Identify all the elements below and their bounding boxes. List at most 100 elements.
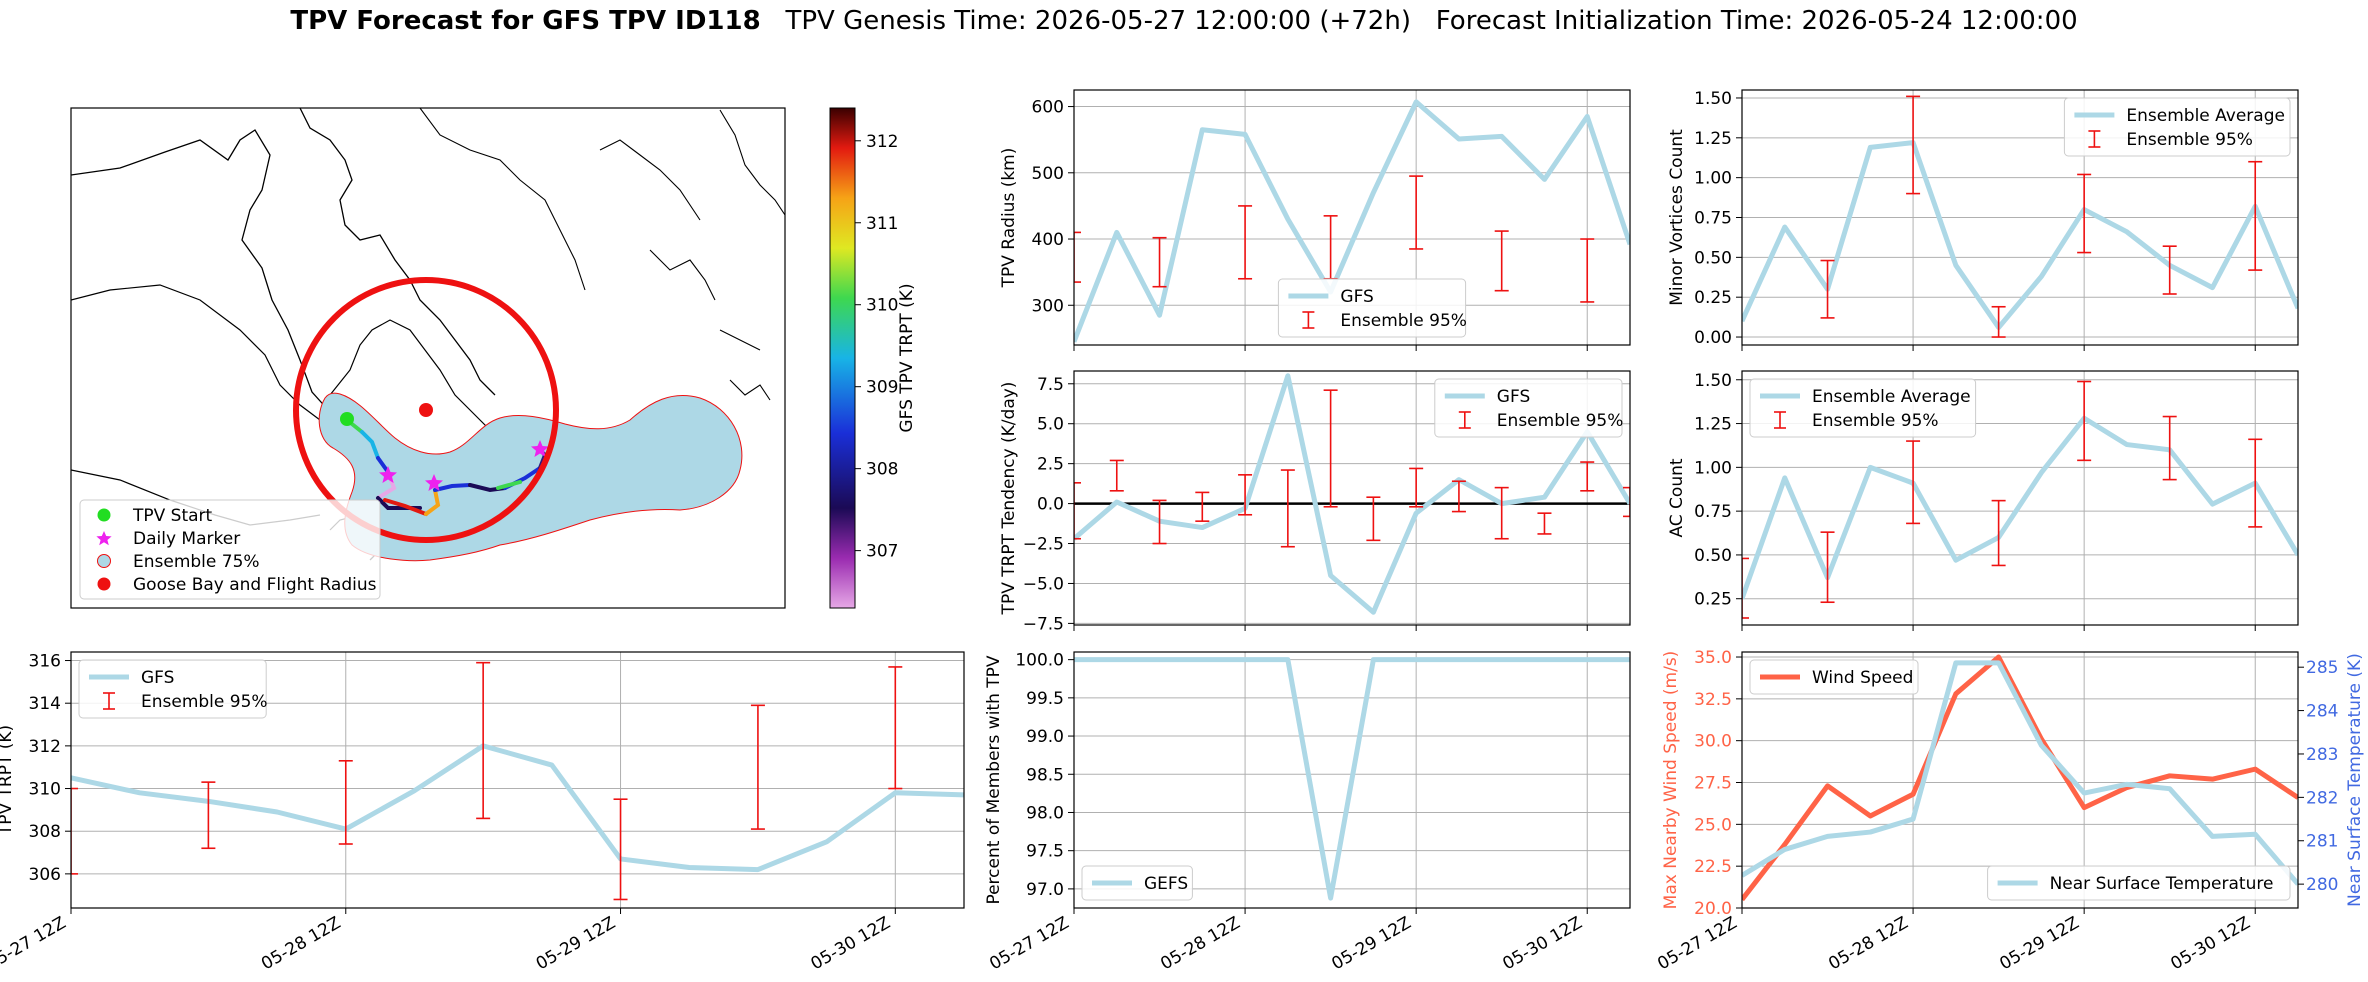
x-tick-label: 05-28 12Z (1825, 913, 1911, 974)
y-tick-label: −2.5 (1023, 535, 1064, 555)
track-segment (383, 498, 428, 516)
figure-title: TPV Forecast for GFS TPV ID118 TPV Genes… (0, 6, 2368, 36)
daily-marker-icon (531, 440, 549, 457)
x-tick-label: 05-30 12Z (808, 913, 894, 974)
map-frame (70, 107, 786, 609)
y-tick-label: 7.5 (1037, 375, 1064, 395)
map-legend: TPV Start Daily Marker Ensemble 75% Goos… (79, 499, 381, 600)
y-axis-label: TPV TRPT Tendency (K/day) (999, 382, 1019, 616)
x-tick-label: 05-27 12Z (986, 913, 1072, 974)
colorbar-tick-label: 309 (866, 378, 898, 398)
title-storm-id: TPV Forecast for GFS TPV ID118 (290, 6, 761, 36)
goose-bay-marker (419, 403, 433, 417)
colorbar-bar (829, 107, 856, 609)
y-tick-label: 0.75 (1694, 209, 1732, 229)
y-tick-label: 22.5 (1694, 857, 1732, 877)
daily-markers (379, 440, 549, 491)
y-tick-label: 0.50 (1694, 546, 1732, 566)
plot-frame (1073, 89, 1631, 346)
x-tick-label: 05-27 12Z (0, 913, 70, 974)
y-tick-label: 97.0 (1026, 880, 1064, 900)
y2-tick-label: 280 (2306, 875, 2338, 895)
y-tick-label: 98.5 (1026, 765, 1064, 785)
daily-marker-icon (425, 474, 443, 491)
y-tick-label: 400 (1032, 230, 1064, 250)
y-tick-label: 300 (1032, 296, 1064, 316)
legend: GEFS (1081, 865, 1193, 901)
series-line-1 (1074, 657, 1630, 901)
y-tick-label: 1.00 (1694, 169, 1732, 189)
legend-label: Near Surface Temperature (2050, 874, 2274, 894)
y-tick-label: 600 (1032, 98, 1064, 118)
chart-ac-count: 0.25 0.50 0.75 1.00 1.25 1.50 AC Count Ensemble… (1667, 370, 2299, 631)
legend-label: Ensemble 95% (1497, 411, 1624, 431)
legend-label: Ensemble 95% (1812, 411, 1939, 431)
y-tick-label: 1.50 (1694, 89, 1732, 109)
y-tick-label: 316 (29, 652, 61, 672)
y-tick-label: 98.0 (1026, 803, 1064, 823)
plot-frame (1073, 651, 1631, 909)
track-segment (376, 456, 390, 474)
y-tick-label: 35.0 (1694, 648, 1732, 668)
legend-ensemble-icon (97, 554, 111, 568)
chart-minor-vortices: 0.00 0.25 0.50 0.75 1.00 1.25 1.50 Minor Vortic… (1667, 89, 2299, 351)
legend-box (1987, 865, 2291, 901)
x-tick-label: 05-29 12Z (1328, 913, 1414, 974)
legend-label: Ensemble Average (2126, 106, 2285, 126)
legend-daily-marker-icon (96, 531, 112, 546)
daily-marker-icon (379, 466, 397, 483)
y-tick-label: −7.5 (1023, 614, 1064, 634)
y-tick-label: 308 (29, 822, 61, 842)
legend: GFS Ensemble 95% (78, 659, 268, 719)
y-axis-label: Minor Vortices Count (1667, 129, 1687, 306)
legend-label: Ensemble Average (1812, 387, 1971, 407)
y-tick-label: 27.5 (1694, 774, 1732, 794)
y-tick-label: 0.00 (1694, 328, 1732, 348)
legend-box (1749, 378, 1977, 438)
chart-wind-temperature: 20.0 22.5 25.0 27.5 30.0 32.5 35.0 05-27 12Z 05-… (1654, 648, 2365, 974)
y-axis-label: TPV Radius (km) (999, 148, 1019, 289)
plot-frame (1741, 370, 2299, 626)
legend-label: Ensemble 95% (1340, 311, 1467, 331)
x-tick-label: 05-29 12Z (1996, 913, 2082, 974)
legend-daily-marker-label: Daily Marker (133, 529, 240, 549)
legend: Ensemble Average Ensemble 95% (1749, 378, 1977, 438)
coastline-north (299, 108, 496, 396)
legend-label: Wind Speed (1812, 668, 1913, 688)
colorbar-tick-label: 308 (866, 460, 898, 480)
legend-start-icon (97, 508, 111, 522)
x-tick-label: 05-28 12Z (258, 913, 344, 974)
y-tick-label: 0.75 (1694, 502, 1732, 522)
y-tick-label: 5.0 (1037, 415, 1064, 435)
legend-box (1081, 865, 1193, 901)
track-segment (496, 480, 522, 490)
track-segment (360, 430, 380, 460)
x-tick-label: 05-30 12Z (1499, 913, 1585, 974)
y-tick-label: 1.25 (1694, 415, 1732, 435)
legend-ensemble-label: Ensemble 75% (133, 552, 260, 572)
colorbar-tick-label: 312 (866, 132, 898, 152)
plot-frame (1741, 89, 2299, 346)
y2-tick-label: 285 (2306, 658, 2338, 678)
series-line-1 (1742, 140, 2298, 330)
series-line-1 (1074, 373, 1630, 615)
plot-content (1074, 657, 1630, 901)
y-tick-label: 100.0 (1015, 651, 1064, 671)
y-tick-label: 1.00 (1694, 458, 1732, 478)
legend-label: Ensemble 95% (141, 692, 268, 712)
y2-tick-label: 282 (2306, 788, 2338, 808)
coastline-islands (419, 108, 785, 453)
y-tick-label: 1.25 (1694, 129, 1732, 149)
plot-content (1742, 380, 2298, 619)
y-tick-label: 0.25 (1694, 590, 1732, 610)
y-tick-label: 99.0 (1026, 727, 1064, 747)
y-tick-label: 1.50 (1694, 371, 1732, 391)
y-tick-label: 30.0 (1694, 732, 1732, 752)
y-tick-label: 310 (29, 780, 61, 800)
y-tick-label: 25.0 (1694, 815, 1732, 835)
title-init-time: Forecast Initialization Time: 2026-05-24… (1435, 6, 2078, 36)
y-tick-label: 312 (29, 737, 61, 757)
legend-goose-bay-icon (97, 577, 111, 591)
series-line-1 (1742, 415, 2298, 600)
series-line-1 (71, 743, 964, 873)
